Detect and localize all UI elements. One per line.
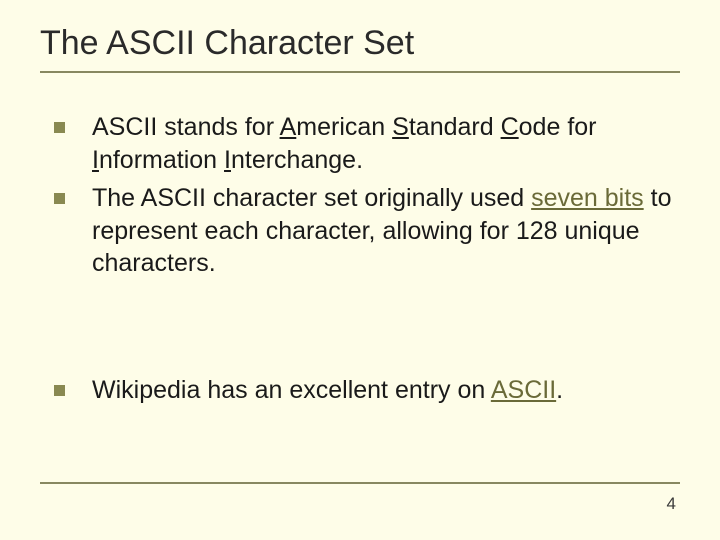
bullet-icon [54, 193, 65, 204]
footer-rule [40, 482, 680, 484]
slide: The ASCII Character Set ASCII stands for… [0, 0, 720, 540]
underlined-letter: C [501, 113, 519, 141]
inline-link[interactable]: seven bits [531, 184, 644, 212]
list-item-text: Wikipedia has an excellent entry on ASCI… [92, 376, 563, 404]
list-item: Wikipedia has an excellent entry on ASCI… [48, 374, 680, 407]
list-item-text: The ASCII character set originally used … [92, 184, 671, 277]
underlined-letter: A [280, 113, 297, 141]
title-underline [40, 71, 680, 73]
inline-link[interactable]: ASCII [491, 376, 556, 404]
list-item: ASCII stands for American Standard Code … [48, 111, 680, 176]
list-item-text: ASCII stands for American Standard Code … [92, 113, 597, 174]
bullet-icon [54, 385, 65, 396]
list-item: The ASCII character set originally used … [48, 182, 680, 280]
bullet-list: ASCII stands for American Standard Code … [40, 111, 680, 406]
underlined-letter: I [92, 146, 99, 174]
bullet-gap [48, 286, 680, 374]
underlined-letter: S [392, 113, 409, 141]
page-number: 4 [667, 494, 676, 514]
slide-title: The ASCII Character Set [40, 24, 680, 63]
bullet-icon [54, 122, 65, 133]
underlined-letter: I [224, 146, 231, 174]
